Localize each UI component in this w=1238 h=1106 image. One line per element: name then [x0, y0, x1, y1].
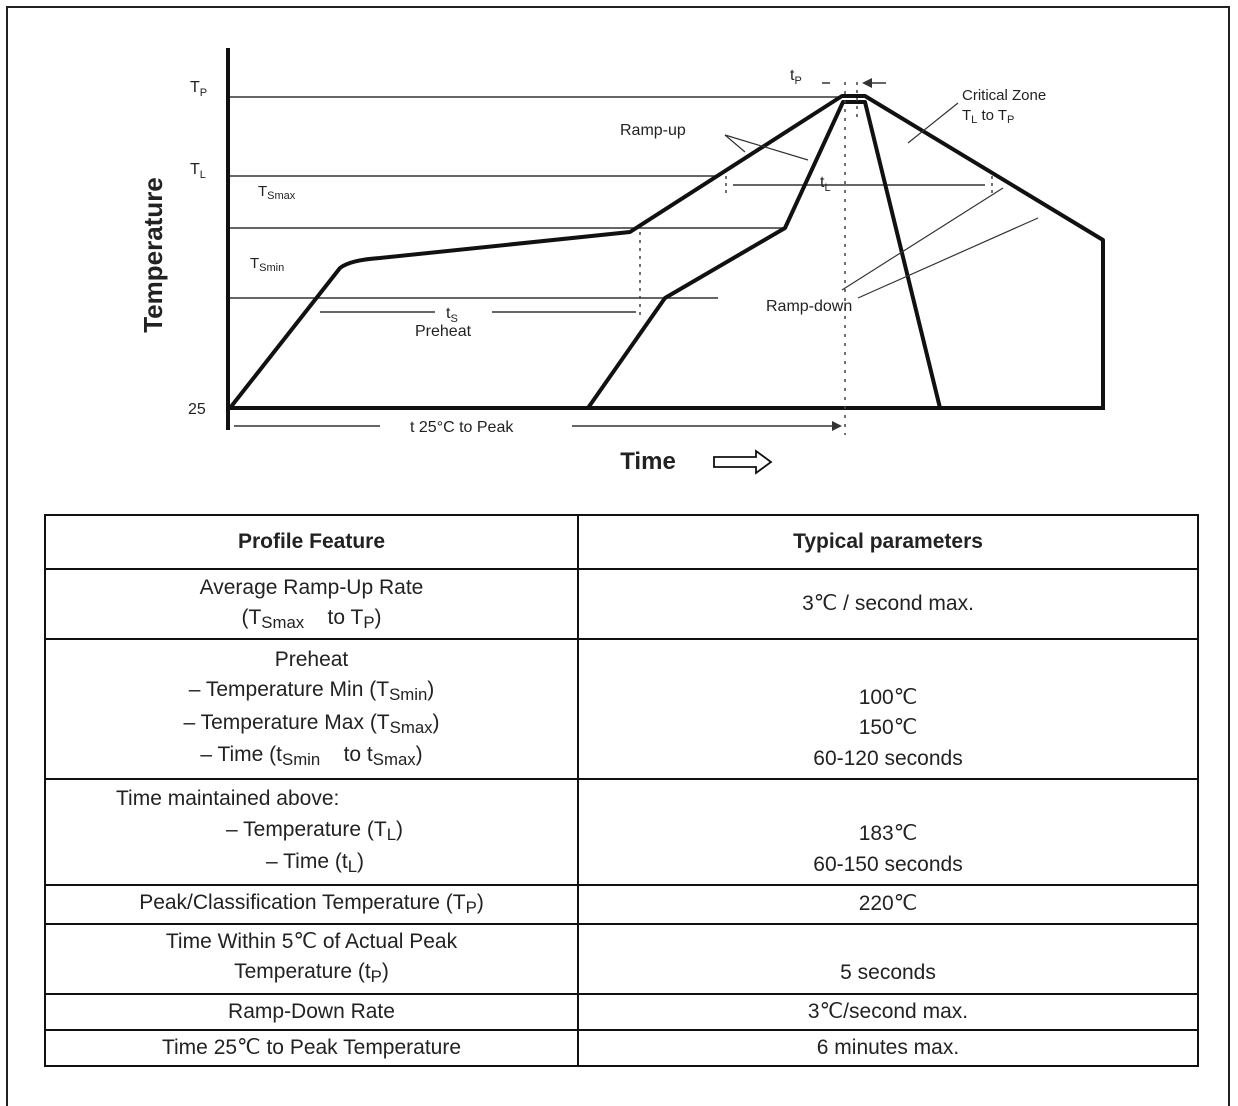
- feature-time-within: Time Within 5℃ of Actual Peak Temperatur…: [44, 922, 579, 995]
- ramp-down-leader-2: [857, 217, 1039, 299]
- ramp-up-label: Ramp-up: [620, 122, 686, 139]
- value-peak: 220℃: [577, 884, 1199, 925]
- t25-arrowhead: [832, 421, 842, 431]
- t25-to-peak-label: t 25°C to Peak: [410, 419, 514, 436]
- reflow-profile-diagram: Temperature Time TP TL 25 TSmax TSmin tS…: [138, 48, 1105, 475]
- ramp-down-leader-1: [841, 187, 1004, 291]
- value-time-above: 183℃ 60-150 seconds: [577, 778, 1199, 886]
- y-axis-title: Temperature: [138, 177, 168, 333]
- table-row: Average Ramp-Up Rate (TSmax to TP) 3℃ / …: [44, 568, 1199, 640]
- tp-label: TP: [190, 79, 207, 99]
- tl-label: TL: [190, 161, 206, 181]
- feature-ramp-up: Average Ramp-Up Rate (TSmax to TP): [44, 568, 579, 640]
- tsmin-label: TSmin: [250, 255, 284, 274]
- min-profile-curve: [586, 100, 942, 410]
- reflow-parameters-table: Profile Feature Typical parameters Avera…: [44, 514, 1199, 1068]
- feature-peak: Peak/Classification Temperature (TP): [44, 884, 579, 925]
- feature-preheat: Preheat – Temperature Min (TSmin) – Temp…: [44, 638, 579, 780]
- value-ramp-down: 3℃/second max.: [577, 992, 1199, 1031]
- table-row: Ramp-Down Rate 3℃/second max.: [44, 992, 1199, 1031]
- feature-time-to-peak: Time 25℃ to Peak Temperature: [44, 1028, 579, 1068]
- feature-time-above: Time maintained above: – Temperature (TL…: [44, 778, 579, 886]
- preheat-label: Preheat: [415, 323, 472, 340]
- value-time-within: 5 seconds: [577, 922, 1199, 995]
- ramp-down-label: Ramp-down: [766, 298, 852, 315]
- ts-label: tS: [446, 305, 458, 325]
- tl-time-label: tL: [820, 174, 831, 194]
- tp-arrowhead: [862, 78, 872, 88]
- max-profile-curve: [228, 94, 1105, 410]
- tp-time-label: tP: [790, 67, 802, 87]
- t25-label: 25: [188, 401, 206, 418]
- value-preheat: 100℃ 150℃ 60-120 seconds: [577, 638, 1199, 780]
- tsmax-label: TSmax: [258, 183, 296, 202]
- header-profile-feature: Profile Feature: [44, 514, 579, 570]
- time-arrow-icon: [713, 449, 773, 475]
- table-row: Time Within 5℃ of Actual Peak Temperatur…: [44, 922, 1199, 995]
- table-row: Preheat – Temperature Min (TSmin) – Temp…: [44, 638, 1199, 780]
- table-row: Peak/Classification Temperature (TP) 220…: [44, 884, 1199, 925]
- header-typical-parameters: Typical parameters: [577, 514, 1199, 570]
- critical-zone-leader: [907, 102, 959, 144]
- critical-range-label: TL to TP: [962, 107, 1014, 126]
- page-frame: [6, 6, 1230, 1106]
- table-header-row: Profile Feature Typical parameters: [44, 514, 1199, 570]
- x-axis-title: Time: [620, 448, 676, 475]
- value-time-to-peak: 6 minutes max.: [577, 1028, 1199, 1068]
- value-ramp-up: 3℃ / second max.: [577, 568, 1199, 640]
- ramp-up-leader: [724, 134, 809, 161]
- critical-zone-label: Critical Zone: [962, 87, 1046, 104]
- ramp-up-leader-2: [724, 134, 746, 153]
- feature-ramp-down: Ramp-Down Rate: [44, 992, 579, 1031]
- table-row: Time 25℃ to Peak Temperature 6 minutes m…: [44, 1028, 1199, 1068]
- table-row: Time maintained above: – Temperature (TL…: [44, 778, 1199, 886]
